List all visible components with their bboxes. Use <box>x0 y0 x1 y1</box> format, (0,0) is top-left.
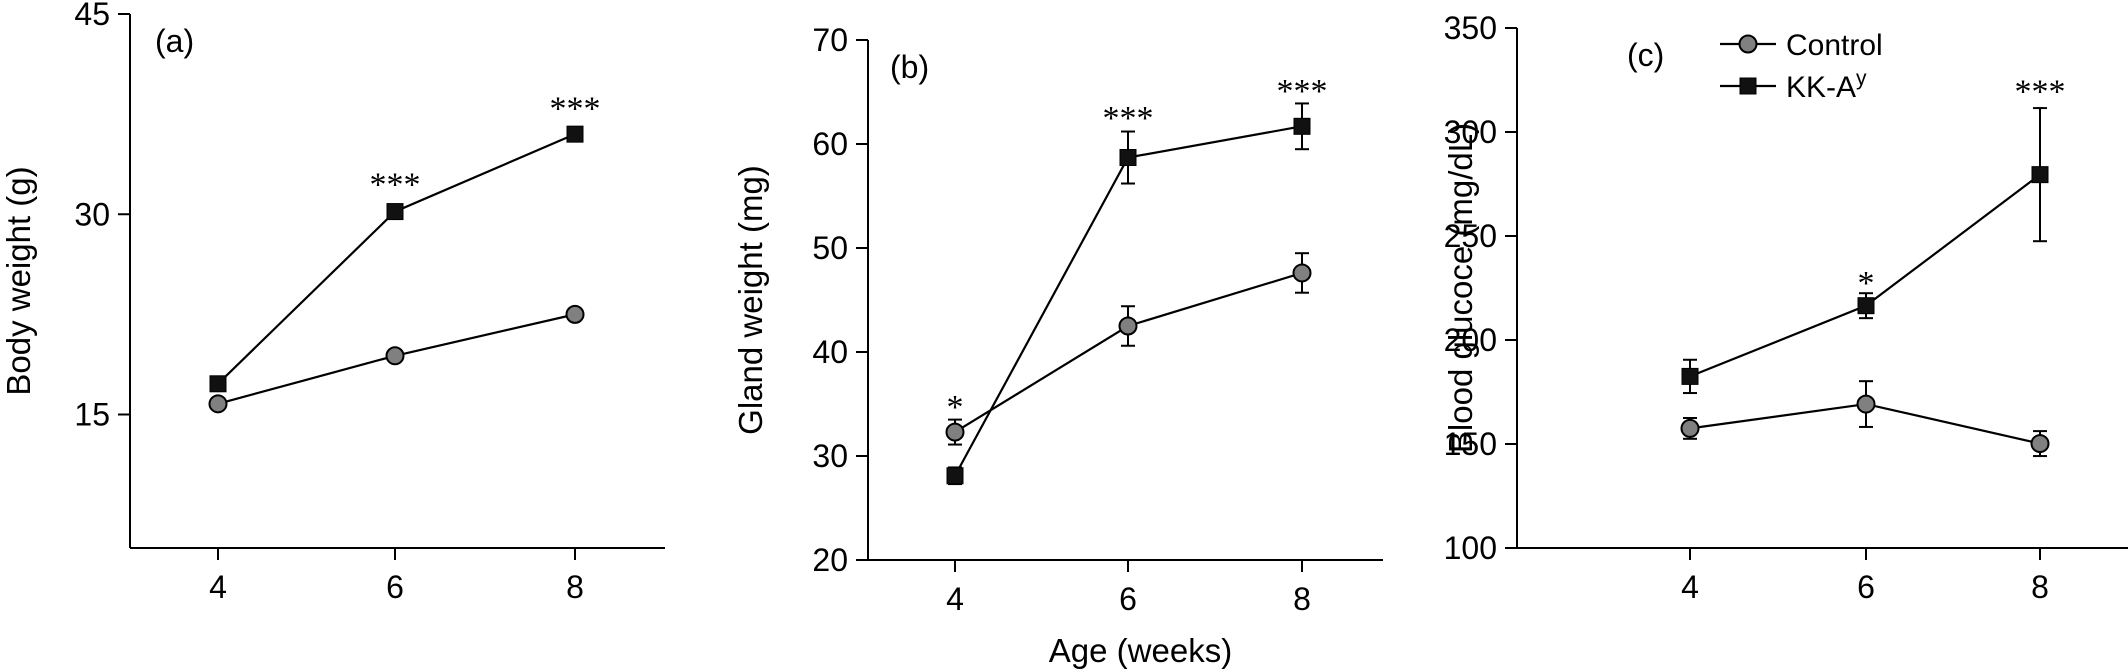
data-point-control <box>208 394 228 414</box>
y-tick-label: 40 <box>812 334 848 370</box>
legend-label: Control <box>1786 29 1883 62</box>
y-tick-label: 20 <box>812 542 848 578</box>
y-tick-label: 30 <box>812 438 848 474</box>
significance-label: * <box>1858 265 1875 302</box>
legend: Control KK-Ay <box>1720 29 1883 104</box>
y-tick-label: 15 <box>74 397 110 433</box>
y-tick-label: 50 <box>812 230 848 266</box>
data-point-kk-ay <box>386 203 404 221</box>
x-tick-label: 4 <box>1681 569 1699 605</box>
y-tick-label: 350 <box>1444 10 1497 46</box>
x-tick-label: 6 <box>1857 569 1875 605</box>
panel-label: (b) <box>890 49 929 85</box>
y-axis-title: Blood glucoce (mg/dL) <box>1442 123 1479 453</box>
data-point-kk-ay <box>1119 149 1137 167</box>
x-tick-label: 6 <box>1119 581 1137 617</box>
significance-label: *** <box>2015 73 2066 110</box>
legend-label: KK-Ay <box>1786 67 1867 104</box>
data-point-control <box>385 346 405 366</box>
x-tick-label: 8 <box>566 569 584 605</box>
data-point-kk-ay <box>566 125 584 143</box>
y-tick-label: 200 <box>1444 322 1497 358</box>
x-tick-label: 4 <box>946 581 964 617</box>
y-tick-label: 30 <box>74 196 110 232</box>
data-point-kk-ay <box>1681 367 1699 385</box>
data-point-kk-ay <box>1857 297 1875 315</box>
data-point-kk-ay <box>209 375 227 393</box>
y-tick-label: 100 <box>1444 530 1497 566</box>
x-tick-label: 8 <box>1293 581 1311 617</box>
y-tick-label: 45 <box>74 0 110 32</box>
legend-marker-square <box>1739 77 1757 95</box>
data-point-control <box>2030 434 2050 454</box>
panel-b: 20 30 40 50 60 70 4 6 8 Gland weight (mg) Age (wee… <box>732 22 1383 669</box>
data-point-kk-ay <box>2031 166 2049 184</box>
data-point-control <box>1856 394 1876 414</box>
y-tick-label: 300 <box>1444 114 1497 150</box>
significance-label: * <box>947 389 964 426</box>
x-tick-label: 8 <box>2031 569 2049 605</box>
panel-c: 100 150 200 250 300 350 4 6 8 Blood glucoce (mg/d… <box>1442 10 2128 605</box>
legend-item: KK-Ay <box>1720 67 1867 104</box>
y-tick-label: 70 <box>812 22 848 58</box>
legend-marker-circle <box>1738 34 1758 54</box>
x-tick-label: 4 <box>209 569 227 605</box>
y-tick-label: 150 <box>1444 426 1497 462</box>
x-axis-title: Age (weeks) <box>1049 632 1232 669</box>
significance-label: *** <box>550 90 601 127</box>
x-tick-label: 6 <box>386 569 404 605</box>
data-point-control <box>1292 263 1312 283</box>
data-point-control <box>1118 316 1138 336</box>
y-tick-label: 60 <box>812 126 848 162</box>
y-axis-title: Gland weight (mg) <box>732 165 769 435</box>
data-point-kk-ay <box>1293 117 1311 135</box>
y-axis-title: Body weight (g) <box>0 166 37 395</box>
data-point-control <box>1680 418 1700 438</box>
significance-label: *** <box>370 167 421 204</box>
significance-label: *** <box>1277 73 1328 110</box>
panel-label: (a) <box>155 23 194 59</box>
data-point-kk-ay <box>946 467 964 485</box>
panel-a: 15 30 45 4 6 8 Body weight (g) (a) *** *** <box>0 0 665 605</box>
significance-label: *** <box>1103 100 1154 137</box>
series-line-control <box>954 271 1303 434</box>
data-point-control <box>565 304 585 324</box>
legend-item: Control <box>1720 29 1883 62</box>
y-tick-label: 250 <box>1444 218 1497 254</box>
panel-label: (c) <box>1627 37 1664 73</box>
data-point-control <box>945 422 965 442</box>
